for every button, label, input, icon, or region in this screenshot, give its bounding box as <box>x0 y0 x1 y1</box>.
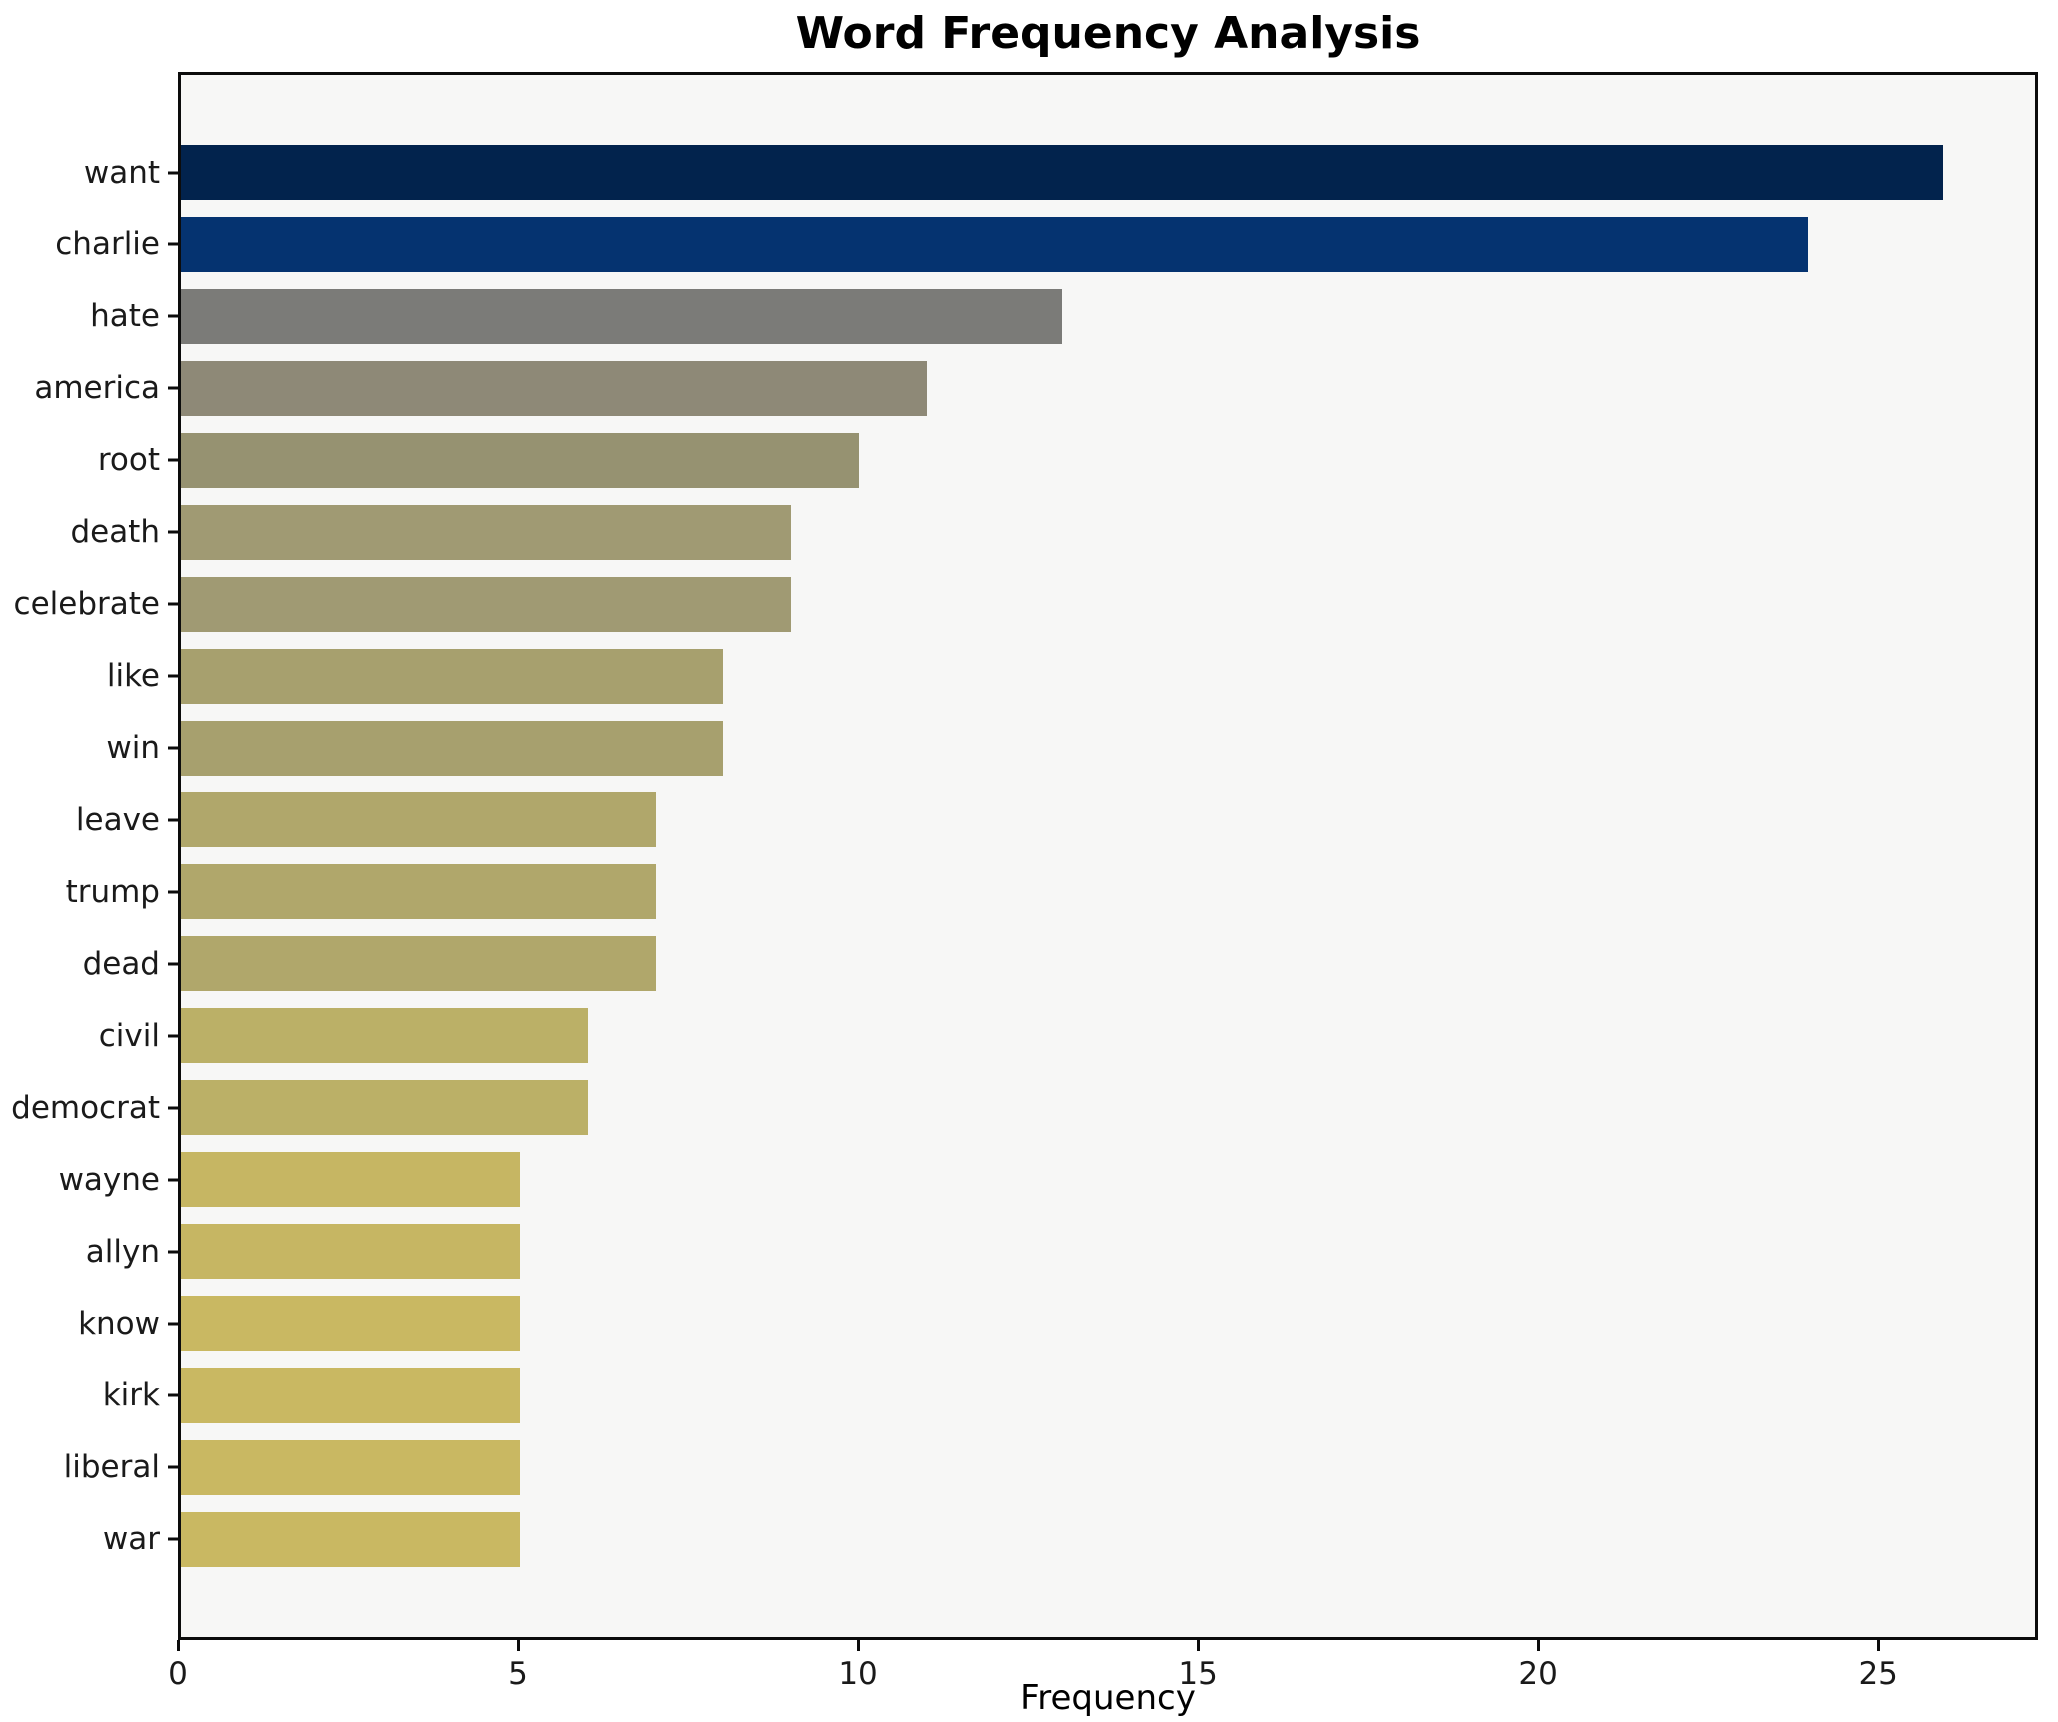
y-tick-label-hate: hate <box>90 298 160 335</box>
x-tick-mark <box>1876 1640 1880 1651</box>
y-tick-mark <box>168 1178 178 1182</box>
bar-like <box>181 648 724 704</box>
bar-kirk <box>181 1367 520 1423</box>
bar-row-celebrate: celebrate <box>14 576 2035 632</box>
y-tick-label-win: win <box>106 730 160 766</box>
y-tick-label-death: death <box>70 514 160 551</box>
y-tick-label-civil: civil <box>98 1017 160 1054</box>
x-axis: 0 5 10 15 20 25 <box>168 1640 2038 1720</box>
bar-row-war: war <box>103 1511 2035 1567</box>
y-tick-mark <box>168 818 178 822</box>
y-tick-label-know: know <box>78 1305 160 1342</box>
x-tick-label-5: 5 <box>508 1656 528 1692</box>
bar-row-charlie: charlie <box>55 216 2035 272</box>
bar-row-leave: leave <box>76 792 2035 848</box>
x-tick-label-10: 10 <box>838 1656 878 1692</box>
x-tick-mark <box>1196 1640 1200 1651</box>
y-tick-mark <box>168 674 178 678</box>
y-tick-mark <box>168 1537 178 1541</box>
bar-row-allyn: allyn <box>86 1224 2035 1280</box>
y-tick-mark <box>168 242 178 246</box>
x-tick-label-0: 0 <box>168 1656 188 1692</box>
bar-wayne <box>181 1152 520 1208</box>
y-tick-label-root: root <box>97 442 160 479</box>
y-tick-mark <box>168 1465 178 1469</box>
y-tick-label-democrat: democrat <box>11 1089 160 1126</box>
x-tick-mark <box>176 1640 180 1651</box>
x-tick-mark <box>1536 1640 1540 1651</box>
y-tick-mark <box>168 1250 178 1254</box>
bar-row-death: death <box>70 504 2035 560</box>
bar-row-hate: hate <box>90 288 2035 344</box>
y-tick-label-charlie: charlie <box>55 226 160 263</box>
bar-liberal <box>181 1439 520 1495</box>
bar-leave <box>181 792 656 848</box>
bar-row-win: win <box>106 720 2035 776</box>
y-tick-label-trump: trump <box>65 873 160 910</box>
y-tick-mark <box>168 530 178 534</box>
bar-dead <box>181 936 656 992</box>
y-tick-mark <box>168 458 178 462</box>
y-tick-mark <box>168 386 178 390</box>
bar-charlie <box>181 216 1808 272</box>
bar-war <box>181 1511 520 1567</box>
bar-win <box>181 720 724 776</box>
y-tick-mark <box>168 602 178 606</box>
bar-democrat <box>181 1080 588 1136</box>
bar-row-trump: trump <box>66 864 2035 920</box>
y-tick-label-celebrate: celebrate <box>13 586 160 623</box>
bar-allyn <box>181 1224 520 1280</box>
y-tick-label-dead: dead <box>82 945 160 982</box>
bar-know <box>181 1296 520 1351</box>
y-tick-mark <box>168 1393 178 1397</box>
bar-civil <box>181 1008 588 1064</box>
x-tick-label-25: 25 <box>1858 1656 1898 1692</box>
y-tick-label-leave: leave <box>75 801 160 838</box>
bar-row-wayne: wayne <box>59 1152 2035 1208</box>
bar-row-root: root <box>98 432 2035 488</box>
bar-row-civil: civil <box>99 1008 2035 1064</box>
bar-trump <box>181 864 656 920</box>
y-tick-label-want: want <box>83 154 160 191</box>
bar-row-want: want <box>84 145 2035 200</box>
bar-row-know: know <box>78 1296 2035 1351</box>
y-tick-mark <box>168 171 178 174</box>
y-tick-label-war: war <box>102 1521 160 1558</box>
bar-want <box>181 145 1944 200</box>
y-tick-label-wayne: wayne <box>58 1161 160 1198</box>
x-tick-label-20: 20 <box>1518 1656 1558 1692</box>
x-tick-mark <box>516 1640 520 1651</box>
bar-row-dead: dead <box>83 936 2035 992</box>
bar-row-democrat: democrat <box>11 1080 2035 1136</box>
y-tick-mark <box>168 1322 178 1325</box>
bar-root <box>181 432 859 488</box>
bars-container: want charlie hate america root death celebrate… <box>11 75 2035 1637</box>
y-tick-mark <box>168 890 178 894</box>
plot-area: want charlie hate america root death celebrate… <box>11 72 2038 1640</box>
y-tick-label-america: america <box>34 370 160 407</box>
x-tick-mark <box>856 1640 860 1651</box>
bar-row-america: america <box>34 360 2035 416</box>
y-tick-mark <box>168 746 178 750</box>
bar-row-liberal: liberal <box>64 1439 2035 1495</box>
x-axis-label: Frequency <box>1020 1678 1196 1718</box>
bar-celebrate <box>181 576 792 632</box>
y-tick-mark <box>168 962 178 966</box>
y-tick-label-allyn: allyn <box>85 1233 160 1270</box>
bar-death <box>181 504 792 560</box>
bar-row-like: like <box>107 648 2035 704</box>
y-tick-label-liberal: liberal <box>63 1449 160 1486</box>
y-tick-mark <box>168 1034 178 1038</box>
chart-title: Word Frequency Analysis <box>795 8 1421 59</box>
y-tick-label-like: like <box>106 658 160 695</box>
y-tick-mark <box>168 1106 178 1110</box>
bar-america <box>181 360 927 416</box>
y-tick-mark <box>168 314 178 318</box>
x-tick-label-15: 15 <box>1178 1656 1218 1692</box>
y-tick-label-kirk: kirk <box>102 1377 160 1414</box>
bar-row-kirk: kirk <box>103 1367 2035 1423</box>
bar-hate <box>181 288 1063 344</box>
